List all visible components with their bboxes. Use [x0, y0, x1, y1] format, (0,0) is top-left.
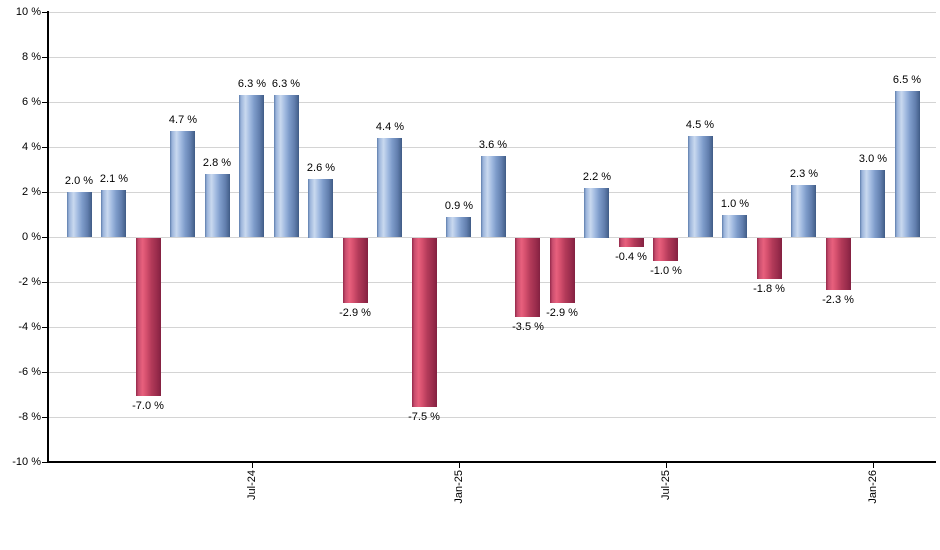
y-tick-label: 0 % [22, 231, 41, 243]
gridline [48, 12, 936, 13]
negative-bar [826, 238, 851, 290]
y-tick-label: 4 % [22, 141, 41, 153]
y-tick-label: -10 % [12, 456, 41, 468]
bar-value-label: 2.1 % [99, 173, 129, 185]
y-tick-mark [42, 192, 47, 193]
gridline [48, 282, 936, 283]
bar-value-label: 2.2 % [582, 171, 612, 183]
y-tick-label: -2 % [18, 276, 41, 288]
positive-bar [308, 179, 333, 238]
bar-value-label: 4.7 % [168, 114, 198, 126]
x-tick-mark [666, 463, 667, 468]
bar-value-label: -2.3 % [822, 294, 854, 306]
positive-bar [688, 136, 713, 237]
y-tick-mark [42, 417, 47, 418]
positive-bar [239, 95, 264, 237]
negative-bar [653, 238, 678, 261]
bar-value-label: 1.0 % [720, 198, 750, 210]
positive-bar [377, 138, 402, 237]
bar-value-label: -3.5 % [512, 321, 544, 333]
gridline [48, 372, 936, 373]
negative-bar [412, 238, 437, 407]
bar-value-label: -1.0 % [650, 265, 682, 277]
bar-value-label: 4.4 % [375, 121, 405, 133]
gridline [48, 102, 936, 103]
bar-value-label: 2.3 % [789, 168, 819, 180]
bar-value-label: 2.6 % [306, 162, 336, 174]
y-tick-label: 8 % [22, 51, 41, 63]
negative-bar [136, 238, 161, 396]
bar-value-label: 2.8 % [202, 157, 232, 169]
y-tick-mark [42, 12, 47, 13]
y-axis-line [47, 11, 49, 463]
y-tick-label: 10 % [15, 6, 41, 18]
y-tick-mark [42, 282, 47, 283]
positive-bar [67, 192, 92, 237]
positive-bar [860, 170, 885, 238]
positive-bar [791, 185, 816, 237]
negative-bar [757, 238, 782, 279]
negative-bar [343, 238, 368, 303]
negative-bar [515, 238, 540, 317]
x-tick-label: Jul-24 [246, 470, 258, 500]
positive-bar [101, 190, 126, 237]
negative-bar [550, 238, 575, 303]
bar-value-label: -7.0 % [132, 400, 164, 412]
y-tick-label: 6 % [22, 96, 41, 108]
gridline [48, 327, 936, 328]
y-tick-mark [42, 462, 47, 463]
bar-value-label: -1.8 % [753, 283, 785, 295]
y-tick-mark [42, 237, 47, 238]
gridline [48, 417, 936, 418]
x-axis-line [47, 461, 936, 463]
positive-bar [205, 174, 230, 237]
y-tick-mark [42, 372, 47, 373]
y-tick-mark [42, 327, 47, 328]
positive-bar [895, 91, 920, 237]
bar-value-label: 6.3 % [237, 78, 267, 90]
y-tick-label: -6 % [18, 366, 41, 378]
positive-bar [274, 95, 299, 237]
y-tick-mark [42, 57, 47, 58]
gridline [48, 147, 936, 148]
x-tick-label: Jan-26 [867, 470, 879, 504]
positive-bar [170, 131, 195, 237]
gridline [48, 237, 936, 238]
gridline [48, 57, 936, 58]
bar-value-label: -0.4 % [615, 251, 647, 263]
bar-value-label: 3.6 % [478, 139, 508, 151]
bar-value-label: -2.9 % [546, 307, 578, 319]
y-tick-mark [42, 147, 47, 148]
positive-bar [481, 156, 506, 237]
negative-bar [619, 238, 644, 247]
positive-bar [584, 188, 609, 238]
x-tick-label: Jul-25 [660, 470, 672, 500]
y-tick-label: -4 % [18, 321, 41, 333]
bar-value-label: -7.5 % [408, 411, 440, 423]
y-tick-label: -8 % [18, 411, 41, 423]
x-tick-mark [459, 463, 460, 468]
bar-value-label: -2.9 % [339, 307, 371, 319]
bar-value-label: 0.9 % [444, 200, 474, 212]
bar-value-label: 3.0 % [858, 153, 888, 165]
bar-value-label: 6.5 % [892, 74, 922, 86]
positive-bar [722, 215, 747, 238]
x-tick-label: Jan-25 [453, 470, 465, 504]
positive-bar [446, 217, 471, 237]
y-tick-mark [42, 102, 47, 103]
bar-value-label: 6.3 % [271, 78, 301, 90]
x-tick-mark [252, 463, 253, 468]
y-tick-label: 2 % [22, 186, 41, 198]
bar-value-label: 4.5 % [685, 119, 715, 131]
x-tick-mark [873, 463, 874, 468]
bar-value-label: 2.0 % [64, 175, 94, 187]
